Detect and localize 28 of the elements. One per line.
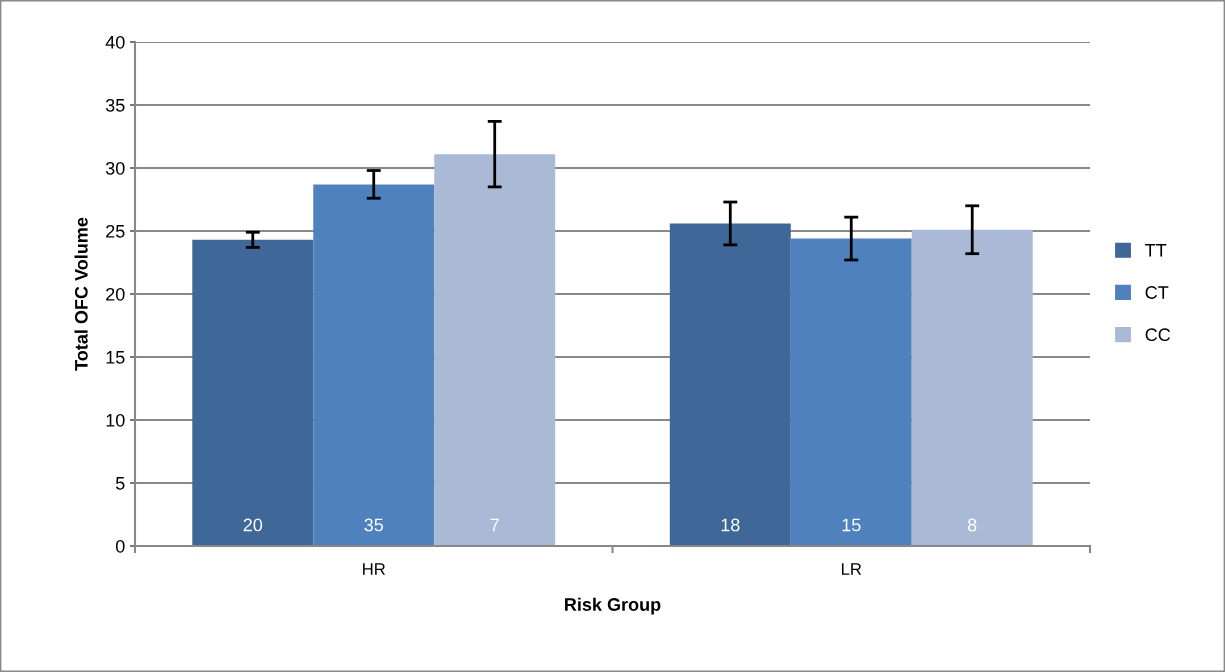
x-tick-label: HR: [363, 563, 386, 575]
annotation: 18: [721, 518, 740, 532]
annotation: 8: [967, 518, 977, 532]
y-tick-label: 0: [115, 539, 125, 553]
y-tick-label: 30: [105, 161, 125, 175]
y-tick-label: 5: [115, 477, 125, 490]
annotation: 35: [364, 518, 384, 532]
legend-label: CT: [1145, 286, 1169, 299]
bar: [434, 154, 556, 546]
bar: [911, 229, 1033, 546]
y-tick-label: 25: [106, 224, 125, 238]
bar: [313, 184, 435, 546]
y-tick-label: 20: [106, 287, 125, 301]
y-axis-title: Total OFC Volume: [74, 217, 88, 371]
bar: [790, 238, 912, 546]
bar: [192, 239, 314, 546]
annotation: 7: [490, 518, 499, 532]
bar: [669, 223, 791, 546]
legend-label: CC: [1145, 328, 1171, 342]
legend-label: TT: [1145, 244, 1167, 257]
annotation: 15: [842, 518, 861, 532]
x-axis-title: Risk Group: [565, 597, 661, 615]
y-tick-label: 40: [105, 35, 125, 49]
y-tick-label: 10: [106, 413, 125, 427]
y-tick-label: 35: [105, 98, 125, 112]
x-tick-label: LR: [841, 563, 862, 575]
annotation: 20: [243, 518, 263, 532]
y-tick-label: 15: [106, 351, 125, 364]
